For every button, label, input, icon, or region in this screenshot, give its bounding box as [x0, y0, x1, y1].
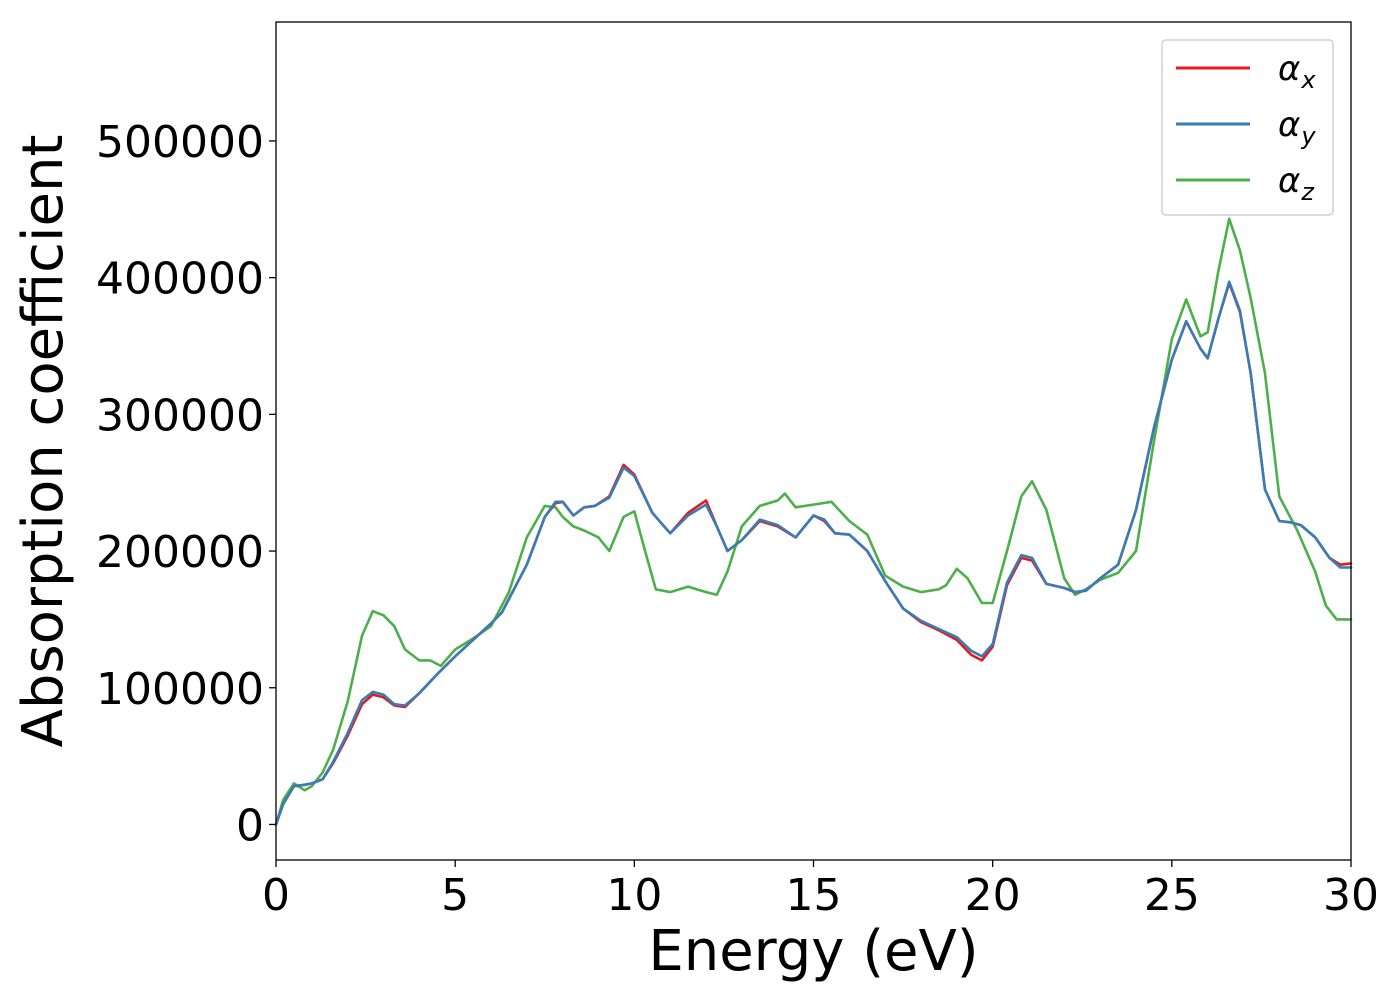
x-tick-label: 30	[1323, 870, 1379, 921]
x-axis-label: Energy (eV)	[648, 919, 978, 984]
y-axis-ticks: 0 100000 200000 300000 400000 500000	[96, 117, 276, 851]
x-tick-label: 20	[965, 870, 1021, 921]
y-tick-label: 300000	[96, 390, 264, 441]
y-tick-label: 400000	[96, 254, 264, 305]
y-axis-label: Absorption coefficient	[11, 135, 76, 748]
y-tick-label: 500000	[96, 117, 264, 168]
series-line-3	[274, 217, 1353, 826]
y-tick-label: 200000	[96, 527, 264, 578]
y-tick-label: 100000	[96, 664, 264, 715]
legend-box	[1161, 39, 1334, 216]
x-tick-label: 5	[441, 870, 469, 921]
x-tick-label: 0	[262, 870, 290, 921]
x-tick-label: 10	[606, 870, 662, 921]
series-line-2	[274, 280, 1353, 826]
x-axis-ticks: 0 5 10 15 20 25 30	[262, 860, 1379, 921]
y-tick-label: 0	[236, 800, 264, 851]
x-tick-label: 15	[786, 870, 842, 921]
x-tick-label: 25	[1144, 870, 1200, 921]
series-layer	[274, 217, 1353, 826]
